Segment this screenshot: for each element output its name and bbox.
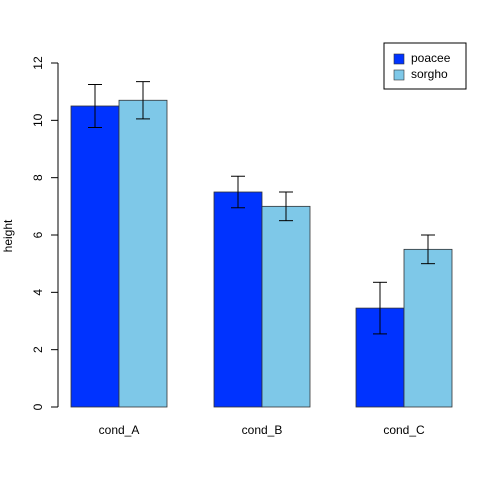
y-tick-label: 6 (31, 231, 45, 238)
y-tick-label: 8 (31, 174, 45, 181)
bar-poacee-cond_A (70, 105, 120, 408)
legend-label-sorgho: sorgho (411, 67, 448, 81)
bars-group (70, 99, 453, 408)
legend-label-poacee: poacee (411, 51, 451, 65)
y-tick-label: 0 (31, 403, 45, 410)
legend-swatch-poacee (393, 53, 405, 65)
x-tick-label-cond_C: cond_C (383, 423, 425, 437)
legend: poacee sorgho (383, 42, 467, 90)
y-tick-label: 2 (31, 346, 45, 353)
bar-sorgho-cond_C (403, 248, 453, 408)
x-tick-label-cond_A: cond_A (99, 423, 140, 437)
legend-box (383, 42, 467, 90)
bar-poacee-cond_B (213, 191, 263, 408)
y-tick-label: 12 (31, 56, 45, 70)
x-axis-labels: cond_A cond_B cond_C (99, 423, 425, 437)
y-tick-label: 4 (31, 289, 45, 296)
bar-sorgho-cond_A (118, 99, 168, 408)
y-axis: 0 2 4 6 8 10 12 (31, 56, 59, 410)
y-tick-label: 10 (31, 113, 45, 127)
x-tick-label-cond_B: cond_B (242, 423, 283, 437)
error-bars-group (88, 81, 435, 335)
bar-sorgho-cond_B (261, 205, 311, 408)
y-axis-label: height (1, 219, 15, 252)
legend-swatch-sorgho (393, 69, 405, 81)
